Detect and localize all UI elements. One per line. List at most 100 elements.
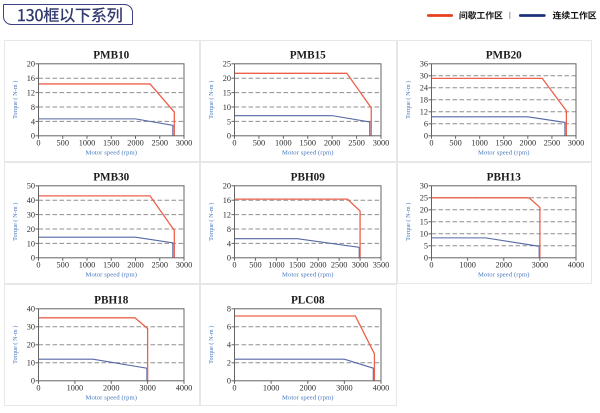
svg-text:500: 500 (57, 138, 69, 147)
svg-text:4: 4 (227, 341, 232, 350)
svg-text:18: 18 (420, 96, 428, 105)
svg-text:PBH18: PBH18 (94, 294, 129, 306)
svg-text:Torque ( N-m ): Torque ( N-m ) (208, 326, 215, 364)
svg-text:Motor speed (rpm): Motor speed (rpm) (282, 395, 334, 402)
svg-text:5: 5 (424, 242, 428, 251)
svg-text:1000: 1000 (79, 138, 96, 147)
svg-text:16: 16 (27, 74, 35, 83)
svg-text:20: 20 (420, 206, 428, 215)
svg-text:2500: 2500 (348, 138, 365, 147)
svg-text:0: 0 (31, 254, 35, 263)
svg-text:Torque ( N-m ): Torque ( N-m ) (208, 81, 215, 119)
svg-text:40: 40 (27, 196, 35, 205)
svg-text:Motor speed (rpm): Motor speed (rpm) (478, 272, 530, 279)
svg-text:500: 500 (249, 260, 261, 269)
svg-text:2000: 2000 (103, 383, 120, 392)
svg-text:1500: 1500 (103, 260, 120, 269)
svg-text:2000: 2000 (127, 260, 144, 269)
svg-text:0: 0 (232, 383, 236, 392)
svg-text:3000: 3000 (139, 383, 156, 392)
svg-text:6: 6 (227, 323, 231, 332)
svg-text:1000: 1000 (268, 260, 285, 269)
svg-text:500: 500 (449, 138, 461, 147)
svg-text:30: 30 (420, 182, 428, 191)
svg-text:25: 25 (223, 60, 231, 69)
svg-text:0: 0 (232, 260, 236, 269)
svg-text:10: 10 (27, 359, 35, 368)
svg-text:24: 24 (420, 84, 429, 93)
svg-text:Torque ( N-m ): Torque ( N-m ) (12, 326, 19, 364)
svg-text:20: 20 (223, 74, 231, 83)
svg-text:1000: 1000 (459, 260, 476, 269)
svg-text:PMB30: PMB30 (93, 171, 129, 183)
svg-text:3000: 3000 (352, 260, 369, 269)
svg-text:2: 2 (227, 359, 231, 368)
svg-text:1000: 1000 (471, 138, 488, 147)
svg-text:PBH13: PBH13 (487, 171, 522, 183)
svg-text:0: 0 (429, 260, 433, 269)
svg-text:1500: 1500 (299, 138, 316, 147)
svg-text:2500: 2500 (151, 260, 168, 269)
svg-text:500: 500 (57, 260, 69, 269)
svg-text:1500: 1500 (289, 260, 306, 269)
svg-text:PMB15: PMB15 (290, 49, 326, 61)
svg-text:2000: 2000 (299, 383, 316, 392)
svg-text:Motor speed (rpm): Motor speed (rpm) (85, 395, 137, 402)
svg-text:20: 20 (223, 182, 231, 191)
svg-text:0: 0 (424, 132, 428, 141)
svg-text:PMB20: PMB20 (486, 49, 522, 61)
svg-text:4000: 4000 (373, 383, 390, 392)
svg-text:2000: 2000 (127, 138, 144, 147)
svg-text:3000: 3000 (532, 260, 549, 269)
svg-text:Torque ( N-m ): Torque ( N-m ) (208, 203, 215, 241)
svg-text:Torque ( N-m ): Torque ( N-m ) (405, 203, 412, 241)
svg-text:Motor speed (rpm): Motor speed (rpm) (85, 150, 137, 157)
svg-text:4: 4 (227, 239, 232, 248)
svg-text:5: 5 (227, 117, 231, 126)
svg-text:0: 0 (429, 138, 433, 147)
svg-text:12: 12 (27, 89, 35, 98)
svg-text:16: 16 (223, 196, 231, 205)
svg-text:15: 15 (420, 218, 428, 227)
svg-text:Torque ( N-m ): Torque ( N-m ) (12, 81, 19, 119)
svg-text:1500: 1500 (495, 138, 512, 147)
svg-text:500: 500 (253, 138, 265, 147)
svg-text:0: 0 (227, 377, 231, 386)
svg-text:4000: 4000 (176, 383, 193, 392)
svg-text:30: 30 (27, 323, 35, 332)
svg-text:3000: 3000 (373, 138, 390, 147)
svg-text:2000: 2000 (495, 260, 512, 269)
svg-text:20: 20 (27, 60, 35, 69)
svg-text:0: 0 (36, 383, 40, 392)
svg-text:2500: 2500 (544, 138, 561, 147)
svg-text:4: 4 (31, 117, 36, 126)
svg-text:40: 40 (27, 305, 35, 314)
svg-text:4000: 4000 (568, 260, 585, 269)
svg-text:20: 20 (27, 225, 35, 234)
svg-text:Motor speed (rpm): Motor speed (rpm) (478, 150, 530, 157)
svg-text:Motor speed (rpm): Motor speed (rpm) (85, 272, 137, 279)
svg-text:2000: 2000 (324, 138, 341, 147)
svg-text:PBH09: PBH09 (291, 171, 326, 183)
svg-text:30: 30 (27, 211, 35, 220)
svg-text:2500: 2500 (331, 260, 348, 269)
svg-text:0: 0 (36, 138, 40, 147)
svg-text:8: 8 (227, 305, 231, 314)
svg-text:36: 36 (420, 60, 428, 69)
svg-text:1000: 1000 (79, 260, 96, 269)
svg-text:2000: 2000 (310, 260, 327, 269)
svg-text:3000: 3000 (176, 260, 193, 269)
svg-text:1000: 1000 (275, 138, 292, 147)
svg-text:0: 0 (227, 254, 231, 263)
svg-text:12: 12 (420, 108, 428, 117)
svg-text:3000: 3000 (568, 138, 585, 147)
svg-text:6: 6 (424, 120, 428, 129)
svg-text:1000: 1000 (263, 383, 280, 392)
svg-text:3500: 3500 (373, 260, 390, 269)
svg-text:1000: 1000 (67, 383, 84, 392)
svg-text:30: 30 (420, 72, 428, 81)
svg-text:0: 0 (227, 132, 231, 141)
svg-text:20: 20 (27, 341, 35, 350)
svg-text:10: 10 (420, 230, 428, 239)
svg-text:0: 0 (232, 138, 236, 147)
